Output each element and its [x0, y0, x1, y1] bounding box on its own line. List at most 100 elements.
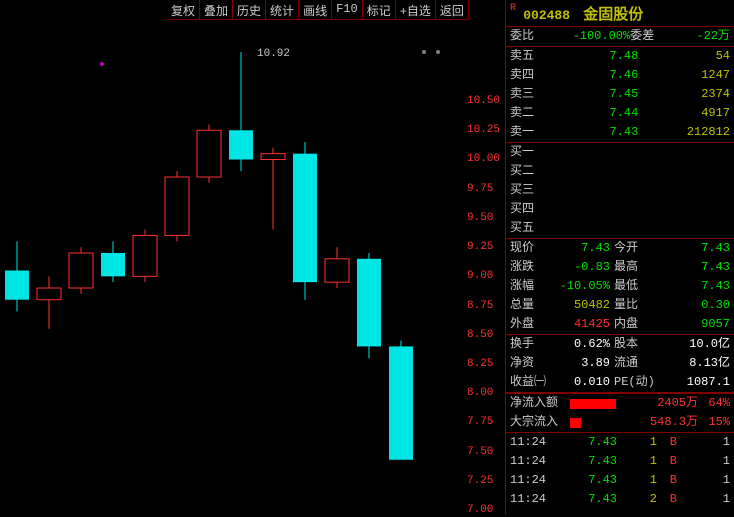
- tick-side: B: [657, 472, 677, 489]
- tick-side: B: [657, 491, 677, 508]
- tick-price: 7.43: [555, 491, 617, 508]
- toolbar-+自选[interactable]: +自选: [396, 0, 436, 19]
- stat-val2: 0.30: [650, 297, 730, 314]
- stat-lbl2: 流通: [614, 355, 650, 372]
- tick-price: 7.43: [555, 453, 617, 470]
- stat-val2: 9057: [650, 316, 730, 333]
- tick-row: 11:247.431B1: [506, 452, 734, 471]
- stat-row: 总量50482量比0.30: [506, 296, 734, 315]
- marker-dot: [100, 62, 104, 66]
- stat-lbl2: PE(动): [614, 374, 650, 391]
- ask-levels: 卖五7.4854卖四7.461247卖三7.452374卖二7.444917卖一…: [506, 47, 734, 143]
- ytick: 10.50: [467, 95, 505, 107]
- candlestick-chart[interactable]: 10.92 10.5010.2510.009.759.509.259.008.7…: [0, 22, 465, 515]
- stat-row: 收益㈠0.010PE(动)1087.1: [506, 373, 734, 392]
- ytick: 10.25: [467, 124, 505, 136]
- stat-val: 50482: [548, 297, 610, 314]
- bid-levels: 买一买二买三买四买五: [506, 143, 734, 239]
- chart-canvas: [0, 22, 465, 515]
- marker-dot: [436, 50, 440, 54]
- ytick: 7.25: [467, 475, 505, 487]
- ask-row: 卖三7.452374: [506, 85, 734, 104]
- toolbar-画线[interactable]: 画线: [299, 0, 332, 19]
- stat-val: -10.05%: [548, 278, 610, 295]
- stat-row: 净资3.89流通8.13亿: [506, 354, 734, 373]
- toolbar-F10[interactable]: F10: [332, 0, 363, 19]
- toolbar-标记[interactable]: 标记: [363, 0, 396, 19]
- marker-dot: [422, 50, 426, 54]
- tick-row: 11:247.431B1: [506, 471, 734, 490]
- ask-row: 卖一7.43212812: [506, 123, 734, 143]
- ytick: 7.50: [467, 446, 505, 458]
- flow-bar: [570, 399, 642, 409]
- stat-lbl: 净资: [510, 355, 548, 372]
- ytick: 9.25: [467, 241, 505, 253]
- flow-value: 2405万: [646, 395, 698, 412]
- toolbar-叠加[interactable]: 叠加: [200, 0, 233, 19]
- ask-label: 卖四: [510, 67, 565, 84]
- stat-val2: 8.13亿: [650, 355, 730, 372]
- stat-lbl: 外盘: [510, 316, 548, 333]
- stat-lbl: 总量: [510, 297, 548, 314]
- stat-row: 涨跌-0.83最高7.43: [506, 258, 734, 277]
- stat-lbl2: 今开: [614, 240, 650, 257]
- stat-lbl2: 量比: [614, 297, 650, 314]
- stat-val2: 7.43: [650, 259, 730, 276]
- commission-row: 委比 -100.00% 委差 -22万: [506, 27, 734, 47]
- ask-row: 卖二7.444917: [506, 104, 734, 123]
- ask-price: 7.43: [565, 124, 638, 141]
- security-header: R 002488 金固股份: [506, 0, 734, 27]
- tick-price: 7.43: [555, 434, 617, 451]
- ask-vol: 212812: [638, 124, 730, 141]
- bid-row: 买五: [506, 219, 734, 238]
- ask-price: 7.48: [565, 48, 638, 65]
- ask-price: 7.45: [565, 86, 638, 103]
- ytick: 10.00: [467, 153, 505, 165]
- toolbar-复权[interactable]: 复权: [167, 0, 200, 19]
- diff-value: -22万: [662, 28, 730, 45]
- flow-row: 净流入额2405万64%: [506, 394, 734, 413]
- stat-val2: 7.43: [650, 278, 730, 295]
- tick-list: 11:247.431B111:247.431B111:247.431B111:2…: [506, 433, 734, 509]
- toolbar-返回[interactable]: 返回: [436, 0, 469, 19]
- bid-label: 买一: [510, 144, 565, 161]
- ask-vol: 1247: [638, 67, 730, 84]
- toolbar-统计[interactable]: 统计: [266, 0, 299, 19]
- stat-row: 现价7.43今开7.43: [506, 239, 734, 258]
- toolbar-历史[interactable]: 历史: [233, 0, 266, 19]
- flow-row: 大宗流入548.3万15%: [506, 413, 734, 432]
- ask-label: 卖三: [510, 86, 565, 103]
- ask-label: 卖五: [510, 48, 565, 65]
- ytick: 7.75: [467, 416, 505, 428]
- ratio-value: -100.00%: [542, 28, 630, 45]
- stat-val2: 10.0亿: [650, 336, 730, 353]
- tick-side: B: [657, 434, 677, 451]
- stat-lbl2: 股本: [614, 336, 650, 353]
- tick-qty: 1: [617, 434, 657, 451]
- stat-lbl: 收益㈠: [510, 374, 548, 391]
- ytick: 8.00: [467, 387, 505, 399]
- stats-grid: 现价7.43今开7.43涨跌-0.83最高7.43涨幅-10.05%最低7.43…: [506, 239, 734, 393]
- tick-time: 11:24: [510, 453, 555, 470]
- tick-time: 11:24: [510, 472, 555, 489]
- ytick: 7.00: [467, 504, 505, 516]
- stat-val: 3.89: [548, 355, 610, 372]
- stat-row: 外盘41425内盘9057: [506, 315, 734, 335]
- money-flow: 净流入额2405万64%大宗流入548.3万15%: [506, 393, 734, 433]
- stat-row: 换手0.62%股本10.0亿: [506, 335, 734, 354]
- ytick: 8.50: [467, 329, 505, 341]
- stat-lbl: 涨幅: [510, 278, 548, 295]
- stat-row: 涨幅-10.05%最低7.43: [506, 277, 734, 296]
- ask-price: 7.44: [565, 105, 638, 122]
- chart-hi-label: 10.92: [257, 48, 290, 60]
- stat-val: 0.010: [548, 374, 610, 391]
- quote-panel: R 002488 金固股份 委比 -100.00% 委差 -22万 卖五7.48…: [505, 0, 734, 515]
- stat-lbl2: 内盘: [614, 316, 650, 333]
- tick-count: 1: [677, 472, 730, 489]
- tick-count: 1: [677, 491, 730, 508]
- bid-label: 买四: [510, 201, 565, 218]
- flow-pct: 15%: [698, 414, 730, 431]
- code-prefix: R: [510, 3, 516, 14]
- tick-row: 11:247.431B1: [506, 433, 734, 452]
- bid-row: 买四: [506, 200, 734, 219]
